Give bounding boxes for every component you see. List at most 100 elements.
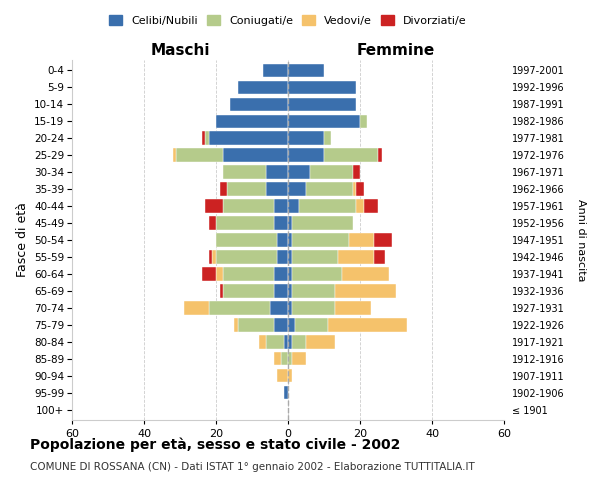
Bar	[284, 386, 288, 400]
Bar	[266, 166, 288, 178]
Bar	[281, 352, 288, 366]
Bar	[288, 234, 292, 246]
Bar	[374, 234, 392, 246]
Bar	[209, 216, 216, 230]
Bar	[288, 132, 324, 144]
Bar	[216, 268, 223, 280]
Bar	[266, 336, 284, 348]
Bar	[288, 166, 310, 178]
Bar	[288, 200, 299, 212]
Bar	[259, 336, 266, 348]
Bar	[356, 182, 364, 196]
Bar	[263, 64, 288, 77]
Bar	[353, 166, 360, 178]
Bar	[274, 352, 281, 366]
Bar	[184, 302, 209, 314]
Bar	[176, 148, 223, 162]
Bar	[223, 284, 274, 298]
Bar	[324, 132, 331, 144]
Bar	[288, 250, 292, 264]
Bar	[292, 352, 306, 366]
Bar	[288, 148, 324, 162]
Bar	[335, 302, 371, 314]
Bar	[223, 268, 274, 280]
Bar	[288, 80, 356, 94]
Bar	[364, 200, 378, 212]
Bar	[292, 250, 338, 264]
Bar	[335, 284, 396, 298]
Y-axis label: Anni di nascita: Anni di nascita	[575, 198, 586, 281]
Bar	[288, 302, 292, 314]
Bar	[292, 234, 349, 246]
Bar	[274, 284, 288, 298]
Bar	[173, 148, 176, 162]
Text: Maschi: Maschi	[150, 44, 210, 59]
Bar	[209, 132, 288, 144]
Bar	[223, 166, 266, 178]
Bar	[209, 302, 270, 314]
Bar	[338, 250, 374, 264]
Bar	[288, 182, 306, 196]
Bar	[356, 200, 364, 212]
Bar	[274, 216, 288, 230]
Bar	[288, 336, 292, 348]
Bar	[288, 284, 292, 298]
Bar	[202, 268, 216, 280]
Y-axis label: Fasce di età: Fasce di età	[16, 202, 29, 278]
Bar	[342, 268, 389, 280]
Bar	[292, 268, 342, 280]
Bar	[274, 268, 288, 280]
Bar	[216, 234, 277, 246]
Bar	[238, 318, 274, 332]
Bar	[209, 250, 212, 264]
Bar	[306, 182, 353, 196]
Bar	[299, 200, 356, 212]
Bar	[234, 318, 238, 332]
Bar	[230, 98, 288, 111]
Bar	[277, 250, 288, 264]
Bar	[378, 148, 382, 162]
Bar	[353, 182, 356, 196]
Bar	[288, 318, 295, 332]
Bar	[288, 114, 360, 128]
Text: COMUNE DI ROSSANA (CN) - Dati ISTAT 1° gennaio 2002 - Elaborazione TUTTITALIA.IT: COMUNE DI ROSSANA (CN) - Dati ISTAT 1° g…	[30, 462, 475, 472]
Bar	[328, 318, 407, 332]
Bar	[324, 148, 378, 162]
Bar	[274, 318, 288, 332]
Bar	[223, 148, 288, 162]
Bar	[295, 318, 328, 332]
Bar	[205, 132, 209, 144]
Bar	[292, 336, 306, 348]
Legend: Celibi/Nubili, Coniugati/e, Vedovi/e, Divorziati/e: Celibi/Nubili, Coniugati/e, Vedovi/e, Di…	[109, 15, 467, 26]
Bar	[205, 200, 223, 212]
Bar	[292, 302, 335, 314]
Bar	[266, 182, 288, 196]
Bar	[292, 284, 335, 298]
Bar	[288, 352, 292, 366]
Bar	[288, 268, 292, 280]
Bar	[284, 336, 288, 348]
Bar	[216, 250, 277, 264]
Bar	[277, 234, 288, 246]
Bar	[306, 336, 335, 348]
Bar	[277, 369, 288, 382]
Bar	[288, 369, 292, 382]
Bar	[216, 216, 274, 230]
Bar	[288, 216, 292, 230]
Bar	[292, 216, 353, 230]
Bar	[238, 80, 288, 94]
Bar	[288, 98, 356, 111]
Text: Popolazione per età, sesso e stato civile - 2002: Popolazione per età, sesso e stato civil…	[30, 438, 400, 452]
Bar	[220, 182, 227, 196]
Bar	[274, 200, 288, 212]
Bar	[212, 250, 216, 264]
Bar	[374, 250, 385, 264]
Bar	[227, 182, 266, 196]
Bar	[270, 302, 288, 314]
Bar	[360, 114, 367, 128]
Bar	[310, 166, 353, 178]
Bar	[288, 64, 324, 77]
Text: Femmine: Femmine	[357, 44, 435, 59]
Bar	[202, 132, 205, 144]
Bar	[349, 234, 374, 246]
